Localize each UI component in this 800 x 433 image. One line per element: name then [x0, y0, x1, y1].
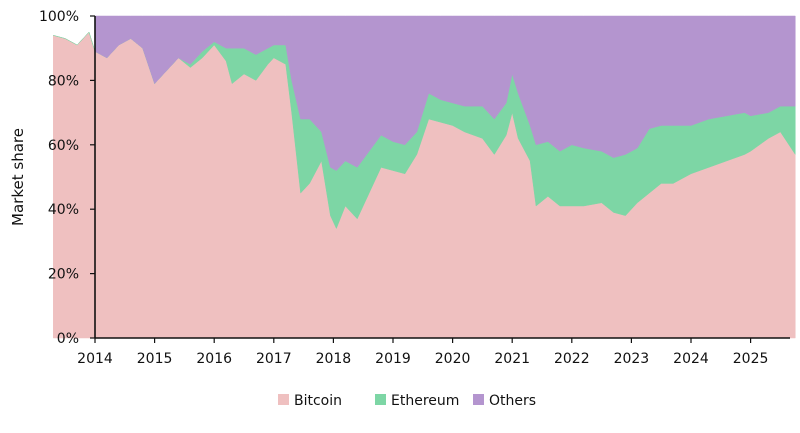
axes: 0% 20% 40% 60% 80% 100% 2014 2015 2016 2017 2018 20…: [39, 9, 790, 367]
x-tick-label: 2016: [196, 351, 232, 367]
legend-label-ethereum: Ethereum: [391, 393, 459, 409]
x-tick-label: 2021: [494, 351, 530, 367]
y-axis-label: Market share: [9, 128, 27, 226]
x-tick-label: 2018: [316, 351, 352, 367]
y-tick-label: 20%: [48, 267, 79, 283]
y-tick-label: 40%: [48, 202, 79, 218]
x-tick-label: 2019: [375, 351, 411, 367]
y-tick-label: 60%: [48, 138, 79, 154]
legend-swatch-others: [473, 394, 484, 405]
y-tick-label: 0%: [57, 331, 79, 347]
legend-label-bitcoin: Bitcoin: [294, 393, 342, 409]
legend-swatch-ethereum: [375, 394, 386, 405]
x-tick-label: 2015: [137, 351, 173, 367]
legend-swatch-bitcoin: [278, 394, 289, 405]
x-tick-label: 2020: [435, 351, 471, 367]
x-tick-label: 2017: [256, 351, 292, 367]
y-tick-label: 80%: [48, 73, 79, 89]
y-tick-label: 100%: [39, 9, 79, 25]
legend: Bitcoin Ethereum Others: [278, 393, 536, 409]
legend-label-others: Others: [489, 393, 536, 409]
x-tick-label: 2025: [733, 351, 769, 367]
x-tick-label: 2014: [77, 351, 113, 367]
plot-areas: [53, 15, 796, 339]
x-tick-label: 2024: [673, 351, 709, 367]
x-tick-label: 2023: [614, 351, 650, 367]
x-tick-label: 2022: [554, 351, 590, 367]
area-others: [94, 15, 796, 171]
